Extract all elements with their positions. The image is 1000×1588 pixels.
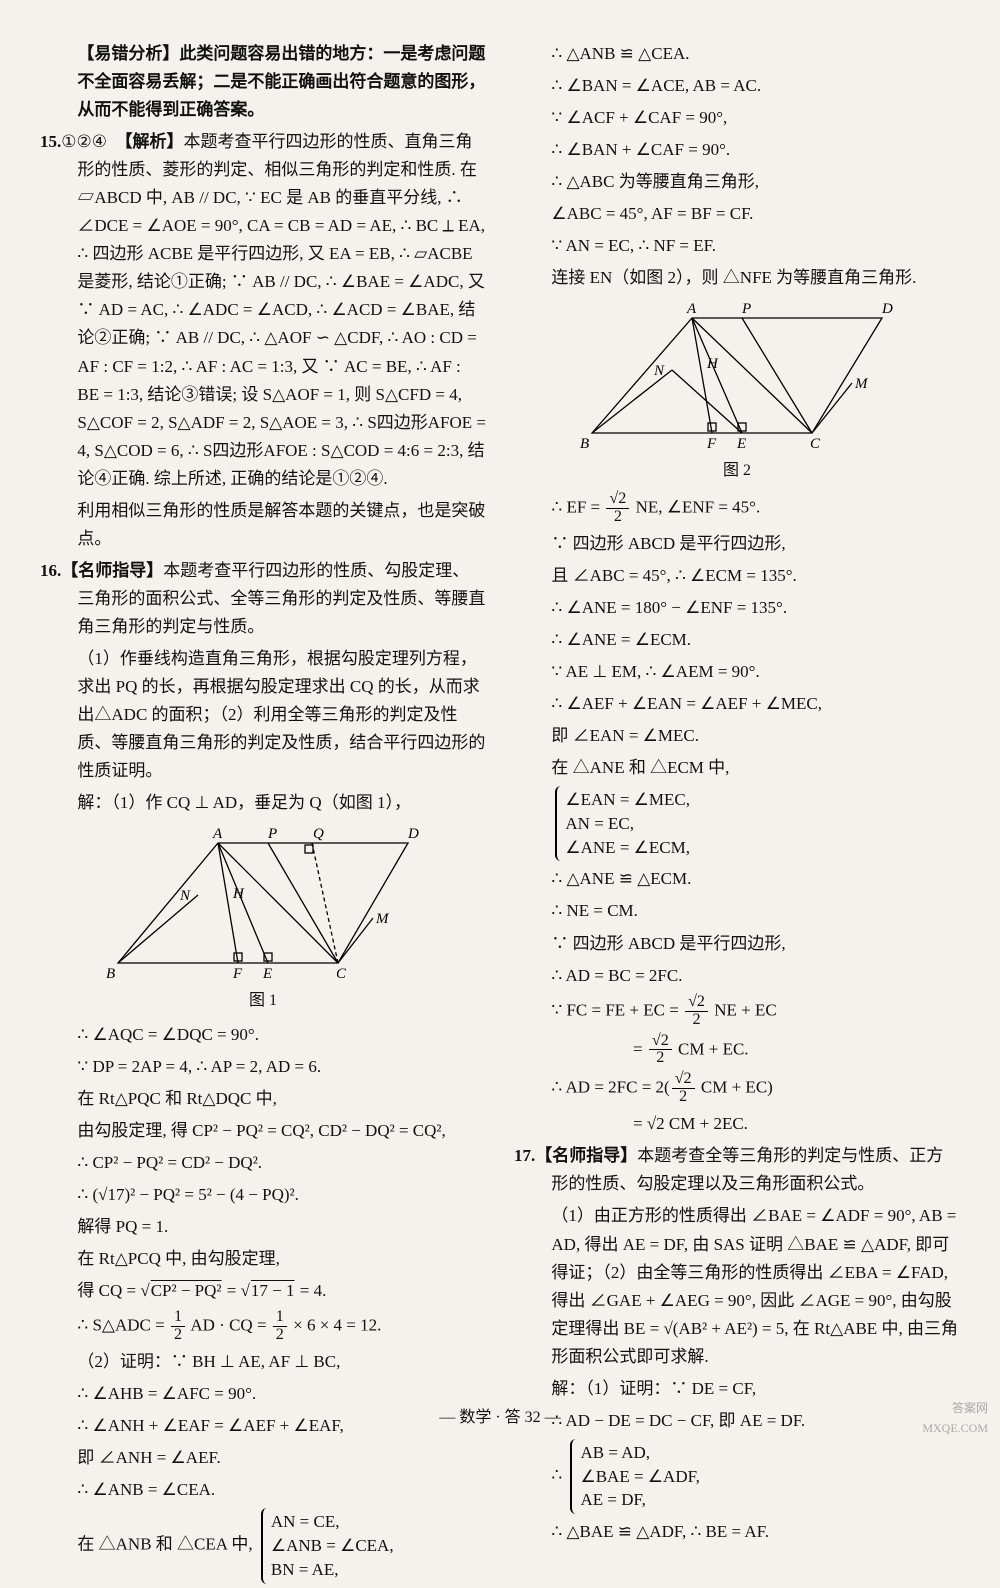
q16-l6: ∴ (√17)² − PQ² = 5² − (4 − PQ)².: [40, 1181, 486, 1209]
q17-number: 17.: [514, 1146, 535, 1165]
brace-glyph: AB = AD, ∠BAE = ∠ADF, AE = DF,: [570, 1439, 699, 1514]
q16-l4: 由勾股定理, 得 CP² − PQ² = CQ², CD² − DQ² = CQ…: [40, 1117, 486, 1145]
q17-sol-head: 解：（1）证明：∵ DE = CF,: [514, 1375, 960, 1403]
q16-number: 16.: [40, 561, 61, 580]
q16-l2: ∵ DP = 2AP = 4, ∴ AP = 2, AD = 6.: [40, 1053, 486, 1081]
q16-l1: ∴ ∠AQC = ∠DQC = 90°.: [40, 1021, 486, 1049]
q17-l3: ∴ △BAE ≌ △ADF, ∴ BE = AF.: [514, 1518, 960, 1546]
q16-tag: 【名师指导】: [61, 561, 163, 580]
r6: ∠ABC = 45°, AF = BF = CF.: [514, 200, 960, 228]
page-footer: — 数学 · 答 32 —: [0, 1405, 1000, 1431]
r11: 且 ∠ABC = 45°, ∴ ∠ECM = 135°.: [514, 562, 960, 590]
r16: 即 ∠EAN = ∠MEC.: [514, 722, 960, 750]
q17: 17.【名师指导】本题考查全等三角形的判定与性质、正方形的性质、勾股定理以及三角…: [514, 1142, 960, 1198]
q16-l10: ∴ S△ADC = 12 AD · CQ = 12 × 6 × 4 = 12.: [40, 1309, 486, 1344]
brace-glyph: AN = CE, ∠ANB = ∠CEA, BN = AE,: [261, 1508, 394, 1583]
r8: 连接 EN（如图 2），则 △NFE 为等腰直角三角形.: [514, 264, 960, 292]
q15-tag: 【解析】: [115, 132, 183, 151]
r25: = √2 CM + 2EC.: [514, 1110, 960, 1138]
q15-answer: ①②④: [61, 132, 107, 151]
r4: ∴ ∠BAN + ∠CAF = 90°.: [514, 136, 960, 164]
svg-text:F: F: [232, 966, 243, 982]
figure-2-svg: A P D N H M B F E C: [572, 298, 902, 458]
q16-sol-head: 解：（1）作 CQ ⊥ AD，垂足为 Q（如图 1），: [40, 789, 486, 817]
svg-text:E: E: [262, 966, 272, 982]
q15-number: 15.: [40, 132, 61, 151]
r7: ∵ AN = EC, ∴ NF = EF.: [514, 232, 960, 260]
q16-l15: ∴ ∠ANB = ∠CEA.: [40, 1476, 486, 1504]
r3: ∵ ∠ACF + ∠CAF = 90°,: [514, 104, 960, 132]
svg-text:C: C: [336, 966, 347, 982]
q16-l5: ∴ CP² − PQ² = CD² − DQ².: [40, 1149, 486, 1177]
svg-text:B: B: [106, 966, 115, 982]
svg-text:F: F: [706, 436, 717, 452]
figure-1-caption: 图 1: [40, 988, 486, 1014]
r14: ∵ AE ⊥ EM, ∴ ∠AEM = 90°.: [514, 658, 960, 686]
left-column: 【易错分析】此类问题容易出错的地方：一是考虑问题不全面容易丢解；二是不能正确画出…: [40, 40, 486, 1588]
r19: ∴ NE = CM.: [514, 897, 960, 925]
q16-l3: 在 Rt△PQC 和 Rt△DQC 中,: [40, 1085, 486, 1113]
r22: ∵ FC = FE + EC = √22 NE + EC: [514, 994, 960, 1029]
q16-l16: 在 △ANB 和 △CEA 中, AN = CE, ∠ANB = ∠CEA, B…: [40, 1508, 486, 1583]
svg-text:C: C: [810, 436, 821, 452]
q16: 16.【名师指导】本题考查平行四边形的性质、勾股定理、三角形的面积公式、全等三角…: [40, 557, 486, 641]
right-column: ∴ △ANB ≌ △CEA. ∴ ∠BAN = ∠ACE, AB = AC. ∵…: [514, 40, 960, 1588]
svg-text:A: A: [686, 301, 697, 317]
q16-sub1: （1）作垂线构造直角三角形，根据勾股定理列方程，求出 PQ 的长，再根据勾股定理…: [40, 645, 486, 785]
svg-text:N: N: [179, 888, 191, 904]
r18: ∴ △ANE ≌ △ECM.: [514, 865, 960, 893]
svg-text:A: A: [212, 826, 223, 842]
svg-text:E: E: [736, 436, 746, 452]
figure-1-svg: A P Q D N H M B F E C: [98, 823, 428, 988]
q15-body: 本题考查平行四边形的性质、直角三角形的性质、菱形的判定、相似三角形的判定和性质.…: [77, 132, 486, 488]
svg-text:H: H: [232, 886, 245, 902]
svg-text:M: M: [854, 376, 869, 392]
r-brace1: ∠EAN = ∠MEC, AN = EC, ∠ANE = ∠ECM,: [514, 786, 960, 861]
svg-text:M: M: [375, 911, 390, 927]
svg-text:D: D: [881, 301, 893, 317]
r20: ∵ 四边形 ABCD 是平行四边形,: [514, 930, 960, 958]
r15: ∴ ∠AEF + ∠EAN = ∠AEF + ∠MEC,: [514, 690, 960, 718]
r13: ∴ ∠ANE = ∠ECM.: [514, 626, 960, 654]
r2: ∴ ∠BAN = ∠ACE, AB = AC.: [514, 72, 960, 100]
r24: ∴ AD = 2FC = 2(√22 CM + EC): [514, 1071, 960, 1106]
svg-text:N: N: [653, 363, 665, 379]
q16-l9: 得 CQ = √CP² − PQ² = √17 − 1 = 4.: [40, 1277, 486, 1305]
figure-2: A P D N H M B F E C 图 2: [514, 298, 960, 484]
q17-l2: ∴ AB = AD, ∠BAE = ∠ADF, AE = DF,: [514, 1439, 960, 1514]
r23: = √22 CM + EC.: [514, 1033, 960, 1068]
q15-tip: 利用相似三角形的性质是解答本题的关键点，也是突破点。: [40, 497, 486, 553]
r5: ∴ △ABC 为等腰直角三角形,: [514, 168, 960, 196]
svg-text:P: P: [267, 826, 277, 842]
q16-l14: 即 ∠ANH = ∠AEF.: [40, 1444, 486, 1472]
svg-text:D: D: [407, 826, 419, 842]
r12: ∴ ∠ANE = 180° − ∠ENF = 135°.: [514, 594, 960, 622]
r9: ∴ EF = √22 NE, ∠ENF = 45°.: [514, 491, 960, 526]
r17: 在 △ANE 和 △ECM 中,: [514, 754, 960, 782]
q16-l11: （2）证明：∵ BH ⊥ AE, AF ⊥ BC,: [40, 1348, 486, 1376]
figure-1: A P Q D N H M B F E C 图 1: [40, 823, 486, 1014]
r21: ∴ AD = BC = 2FC.: [514, 962, 960, 990]
error-analysis: 【易错分析】此类问题容易出错的地方：一是考虑问题不全面容易丢解；二是不能正确画出…: [40, 40, 486, 124]
watermark: 答案网 MXQE.COM: [922, 1399, 988, 1439]
q17-tag: 【名师指导】: [535, 1146, 637, 1165]
svg-text:P: P: [741, 301, 751, 317]
q16-l8: 在 Rt△PCQ 中, 由勾股定理,: [40, 1245, 486, 1273]
q16-l7: 解得 PQ = 1.: [40, 1213, 486, 1241]
r1: ∴ △ANB ≌ △CEA.: [514, 40, 960, 68]
q17-sub: （1）由正方形的性质得出 ∠BAE = ∠ADF = 90°, AB = AD,…: [514, 1202, 960, 1370]
figure-2-caption: 图 2: [514, 458, 960, 484]
brace-glyph: ∠EAN = ∠MEC, AN = EC, ∠ANE = ∠ECM,: [555, 786, 690, 861]
q15: 15.①②④ 【解析】本题考查平行四边形的性质、直角三角形的性质、菱形的判定、相…: [40, 128, 486, 493]
svg-text:B: B: [580, 436, 589, 452]
svg-text:H: H: [706, 356, 719, 372]
svg-text:Q: Q: [313, 826, 324, 842]
r10: ∵ 四边形 ABCD 是平行四边形,: [514, 530, 960, 558]
